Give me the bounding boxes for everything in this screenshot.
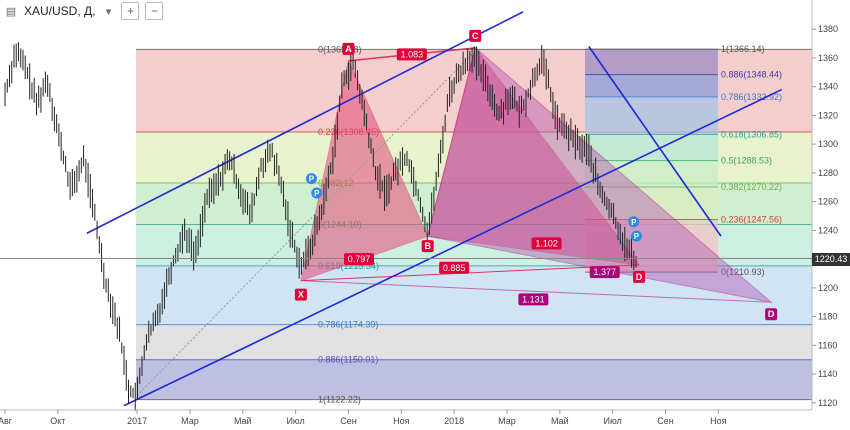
current-price-badge: 1220.43 [812,252,850,266]
pattern-point-label: D [768,309,775,319]
time-tick-label: Сен [657,416,674,426]
pattern-point-badge[interactable] [342,42,355,55]
dotted-diagonal [136,47,479,396]
fib-right-label: 0.5(1288.53) [721,156,772,166]
xd-short-line [300,264,640,282]
instrument-icon[interactable]: ▤ [5,5,17,18]
price-tick-label: 1120 [818,398,837,408]
fib-zone [136,324,812,360]
fib-right-label: 0(1210.93) [721,267,765,277]
event-marker-label: P [314,189,320,198]
time-tick-label: Сен [340,416,357,426]
fib-right-zone [585,96,718,135]
price-tick-label: 1300 [818,139,838,149]
event-marker[interactable] [628,216,640,228]
price-tick-label: 1260 [818,197,838,207]
price-tick-label: 1200 [818,283,838,293]
price-tick-label: 1340 [818,82,838,92]
time-tick-label: Окт [50,416,65,426]
time-tick-label: Май [551,416,569,426]
price-tick-label: 1280 [818,168,838,178]
ratio-badge[interactable] [439,261,470,274]
fib-right-zone [585,134,718,161]
ratio-badge-label: 0.797 [348,254,371,264]
fib-level-label: 0(1365.98) [318,44,362,54]
pattern-point-label: C [472,31,479,41]
xd-line [300,280,772,303]
pattern-point-badge[interactable] [294,288,307,301]
pattern-point-badge[interactable] [469,29,482,42]
ratio-badge[interactable] [531,237,562,250]
price-tick-label: 1140 [818,369,837,379]
trend-line-down[interactable] [588,46,722,237]
event-marker[interactable] [311,187,323,199]
ratio-badge-label: 1.377 [593,267,616,277]
fib-right-label: 1(1366.14) [721,44,765,54]
price-tick-label: 1180 [818,312,837,322]
chart-toolbar: ▤ XAU/USD, Д, ▾ + − [0,0,164,22]
fib-zone [136,265,812,325]
fib-right-label: 0.886(1348.44) [721,70,782,80]
pattern-point-label: X [298,290,304,300]
fib-zone [136,359,812,400]
price-tick-label: 1380 [818,24,838,34]
pattern-bcd[interactable] [427,46,641,266]
time-tick-label: Ноя [393,416,410,426]
event-marker-label: P [309,175,315,184]
fib-right-label: 0.236(1247.56) [721,215,782,225]
ratio-badge-label: 1.083 [401,49,424,59]
time-tick-label: Мар [498,416,516,426]
event-marker-label: P [631,218,637,227]
fib-right-label: 0.618(1306.85) [721,129,782,139]
symbol-label[interactable]: XAU/USD, Д, [24,4,96,18]
event-marker[interactable] [630,230,642,242]
fib-right-label: 0.786(1332.92) [721,92,782,102]
time-tick-label: 2017 [127,416,147,426]
ratio-badge[interactable] [396,48,427,61]
time-tick-label: Авг [0,416,13,426]
fib-right-label: 0.382(1270.22) [721,182,782,192]
fib-right-zone [585,49,718,75]
price-tick-label: 1240 [818,225,838,235]
price-tick-label: 1360 [818,53,838,63]
trend-line-upper[interactable] [86,11,524,234]
pattern-point-label: A [345,44,352,54]
time-tick-label: Май [234,416,252,426]
time-tick-label: Июл [603,416,621,426]
plus-icon[interactable]: + [121,2,140,20]
time-tick-label: Июл [286,416,304,426]
event-marker[interactable] [305,173,317,185]
price-tick-label: 1160 [818,340,837,350]
event-marker-label: P [634,232,640,241]
fib-level-label: 0.618(1215.34) [318,261,379,271]
chevron-down-icon[interactable]: ▾ [105,5,112,18]
pattern-point-badge[interactable] [765,308,778,321]
time-tick-label: Мар [181,416,199,426]
trend-line-lower[interactable] [123,88,783,407]
fib-right-zone [585,74,718,97]
fib-level-label: 0.886(1150.01) [318,355,378,365]
fib-level-label: 0.786(1174.39) [318,320,378,330]
ratio-badge-label: 0.885 [443,263,466,273]
collapse-icon[interactable]: − [145,2,164,20]
ratio-badge-label: 1.102 [535,238,558,248]
pattern-point-label: D [636,272,643,282]
ratio-badge[interactable] [518,293,549,306]
ratio-badge[interactable] [589,266,620,279]
pattern-point-badge[interactable] [421,240,434,253]
time-tick-label: Ноя [710,416,727,426]
pattern-point-label: B [424,241,431,251]
time-tick-label: 2018 [444,416,464,426]
fib-level-label: 1(1122.22) [318,395,361,405]
ratio-badge-label: 1.131 [522,294,545,304]
ratio-badge[interactable] [344,253,375,266]
pattern-point-badge[interactable] [633,270,646,283]
candles [4,42,637,411]
price-tick-label: 1320 [818,110,838,120]
